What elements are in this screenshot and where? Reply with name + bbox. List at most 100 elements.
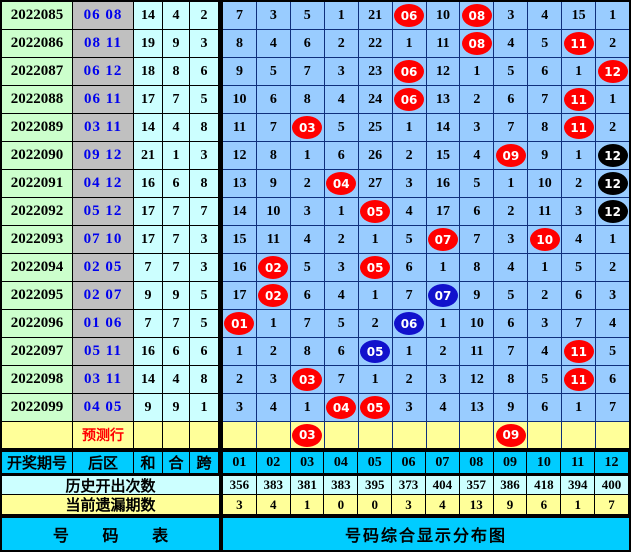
miss-cell: 6 (392, 254, 427, 282)
miss-cell: 12 (596, 142, 630, 170)
miss-cell: 3 (324, 254, 359, 282)
miss-cell: 3 (223, 394, 257, 422)
span-cell: 2 (190, 2, 219, 30)
miss-cell: 3 (324, 58, 359, 86)
back-numbers-cell: 02 05 (73, 254, 134, 282)
prediction-cell (528, 422, 563, 448)
vertical-divider (219, 2, 223, 30)
drawn-number-red-circle: 05 (360, 256, 391, 279)
current-miss-values: 3 4 1 0 0 3 4 13 9 6 1 7 (223, 495, 629, 514)
miss-grid: 13 9 2 04 27 3 16 5 1 10 2 12 (223, 170, 630, 198)
miss-grid: 3 4 1 04 05 3 4 13 9 6 1 7 (223, 394, 630, 422)
miss-cell: 13 (223, 170, 257, 198)
current-miss-cell: 0 (324, 495, 359, 514)
back-numbers-cell: 01 06 (73, 310, 134, 338)
vertical-divider (219, 366, 223, 394)
miss-cell: 23 (358, 58, 393, 86)
prediction-label-cell: 预测行 (73, 422, 134, 448)
miss-grid: 17 02 6 4 1 7 07 9 5 2 6 3 (223, 282, 630, 310)
miss-cell: 3 (392, 394, 427, 422)
miss-cell: 10 (528, 170, 563, 198)
miss-cell: 6 (528, 58, 563, 86)
prediction-cell (256, 422, 291, 448)
miss-cell: 11 (256, 226, 291, 254)
back-numbers-cell: 07 10 (73, 226, 134, 254)
drawn-number-blue-circle: 06 (394, 312, 425, 335)
miss-cell: 27 (358, 170, 393, 198)
miss-cell: 4 (528, 338, 563, 366)
miss-cell: 1 (426, 310, 461, 338)
vertical-divider (219, 198, 223, 226)
column-header-cell: 04 (324, 452, 359, 473)
sum-cell: 14 (134, 2, 163, 30)
miss-grid: 12 8 1 6 26 2 15 4 09 9 1 12 (223, 142, 630, 170)
column-header-cell: 10 (527, 452, 562, 473)
sum-header: 和 (134, 452, 163, 473)
current-miss-cell: 3 (392, 495, 426, 514)
vertical-divider (219, 282, 223, 310)
miss-cell: 9 (256, 170, 291, 198)
miss-cell: 5 (324, 114, 359, 142)
draw-row: 2022096 01 06 7 7 5 01 1 7 5 2 06 1 10 6 3 7 4 (2, 310, 630, 338)
miss-cell: 17 (223, 282, 257, 310)
miss-grid: 7 3 5 1 21 06 10 08 3 4 15 1 (223, 2, 630, 30)
history-count-cell: 400 (595, 476, 629, 495)
history-count-cell: 404 (425, 476, 460, 495)
miss-cell: 4 (256, 30, 291, 58)
current-miss-cell: 1 (290, 495, 325, 514)
miss-cell: 26 (358, 142, 393, 170)
back-zone-header: 后区 (73, 452, 134, 473)
prediction-label: 预测行 (82, 428, 124, 444)
miss-cell: 2 (562, 170, 597, 198)
span-cell: 3 (190, 254, 219, 282)
miss-cell: 1 (223, 338, 257, 366)
miss-cell: 11 (223, 114, 257, 142)
miss-cell: 06 (392, 86, 427, 114)
miss-cell: 4 (494, 30, 529, 58)
miss-cell: 1 (392, 338, 427, 366)
history-count-cell: 356 (223, 476, 257, 495)
miss-cell: 2 (596, 114, 630, 142)
miss-grid: 2 3 03 7 1 2 3 12 8 5 11 6 (223, 366, 630, 394)
draw-row: 2022093 07 10 17 7 3 15 11 4 2 1 5 07 7 3 10 4 1 (2, 226, 630, 254)
column-header-cell: 02 (256, 452, 291, 473)
drawn-number-red-circle: 02 (258, 284, 289, 307)
miss-cell: 4 (596, 310, 630, 338)
prediction-row: 预测行 03 09 (2, 422, 630, 448)
period-cell: 2022090 (2, 142, 73, 170)
draw-row: 2022098 03 11 14 4 8 2 3 03 7 1 2 3 12 8 5 11 6 (2, 366, 630, 394)
miss-cell: 6 (256, 86, 291, 114)
draw-row: 2022087 06 12 18 8 6 9 5 7 3 23 06 12 1 5 6 1 12 (2, 58, 630, 86)
miss-cell: 03 (290, 366, 325, 394)
sum-cell: 18 (134, 58, 163, 86)
vertical-divider (219, 518, 223, 550)
miss-cell: 9 (494, 394, 529, 422)
column-header-cell: 11 (561, 452, 596, 473)
miss-cell: 10 (528, 226, 563, 254)
miss-cell: 1 (494, 170, 529, 198)
prediction-cell (223, 422, 257, 448)
drawn-number-red-circle: 05 (360, 200, 391, 223)
miss-cell: 22 (358, 30, 393, 58)
vertical-divider (219, 476, 223, 495)
back-numbers-cell: 05 12 (73, 198, 134, 226)
miss-cell: 5 (528, 366, 563, 394)
current-miss-cell: 7 (595, 495, 629, 514)
miss-cell: 4 (460, 142, 495, 170)
drawn-number-red-circle: 08 (461, 32, 492, 55)
miss-cell: 6 (494, 310, 529, 338)
miss-cell: 05 (358, 394, 393, 422)
history-count-cell: 395 (358, 476, 393, 495)
prediction-cell (562, 422, 597, 448)
miss-cell: 6 (596, 366, 630, 394)
draw-row: 2022095 02 07 9 9 5 17 02 6 4 1 7 07 9 5 2 6 3 (2, 282, 630, 310)
history-count-row: 历史开出次数 356 383 381 383 395 373 404 357 386 418 394… (2, 476, 629, 495)
combo-header: 合 (163, 452, 190, 473)
vertical-divider (219, 30, 223, 58)
combo-cell: 4 (163, 2, 190, 30)
vertical-divider (219, 170, 223, 198)
history-count-cell: 383 (324, 476, 359, 495)
span-cell: 5 (190, 282, 219, 310)
miss-cell: 2 (392, 142, 427, 170)
miss-cell: 1 (392, 30, 427, 58)
